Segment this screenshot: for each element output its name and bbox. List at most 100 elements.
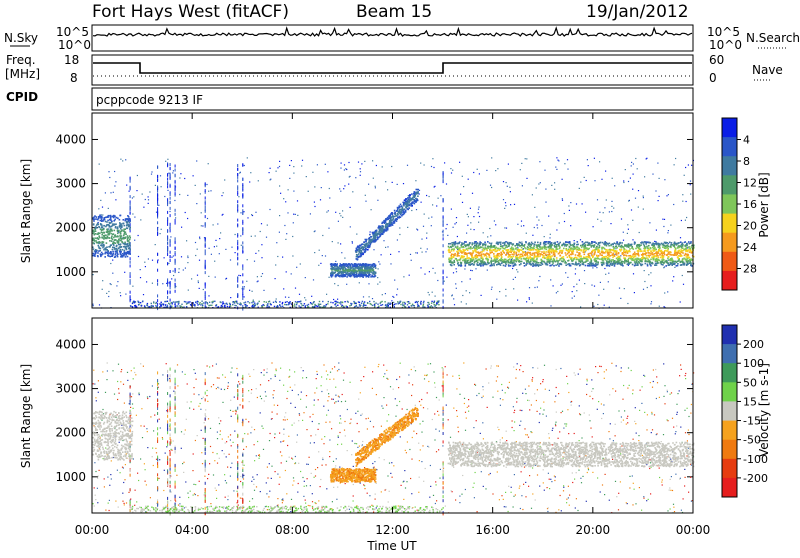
echo-point <box>546 263 548 265</box>
scatter-point <box>221 195 222 196</box>
streak-point <box>175 181 176 184</box>
ground-point <box>209 302 210 303</box>
scatter-point <box>348 184 349 185</box>
scatter-point <box>263 290 264 291</box>
scatter-point <box>352 191 353 192</box>
echo-point <box>585 250 587 252</box>
scatter-point <box>241 245 242 246</box>
echo-point <box>654 245 656 247</box>
streak-point <box>157 175 158 178</box>
echo-point <box>569 263 571 265</box>
echo-point <box>505 262 507 264</box>
ground-point <box>356 306 357 307</box>
streak-point <box>170 214 171 217</box>
echo-point <box>624 262 626 264</box>
scatter-point <box>197 303 198 304</box>
echo-point <box>453 248 455 250</box>
echo-point <box>511 254 513 256</box>
noise-tick-low: 10^0 <box>58 38 91 52</box>
ground-point <box>397 301 398 302</box>
streak-point <box>237 164 238 167</box>
echo-point <box>408 202 410 204</box>
echo-point <box>534 264 536 266</box>
scatter-point <box>173 275 174 276</box>
scatter-point <box>604 207 605 208</box>
scatter-point <box>521 163 522 164</box>
streak-point <box>170 299 171 302</box>
scatter-point <box>399 234 400 235</box>
echo-point <box>351 263 353 265</box>
scatter-point <box>279 215 280 216</box>
ground-point <box>197 301 198 302</box>
echo-point <box>599 245 601 247</box>
echo-point <box>575 254 577 256</box>
scatter-point <box>102 280 103 281</box>
echo-point <box>375 233 377 235</box>
scatter-point <box>173 170 174 171</box>
echo-point <box>94 234 96 236</box>
scatter-point <box>252 215 253 216</box>
echo-point <box>116 240 118 242</box>
streak-point <box>167 284 168 287</box>
echo-point <box>101 252 103 254</box>
streak-point <box>167 247 168 250</box>
echo-point <box>627 252 629 254</box>
scatter-point <box>517 224 518 225</box>
streak-point <box>157 207 158 210</box>
ground-point <box>259 301 260 302</box>
scatter-point <box>615 248 616 249</box>
echo-point <box>398 211 400 213</box>
scatter-point <box>329 188 330 189</box>
scatter-point <box>93 305 94 306</box>
scatter-point <box>455 283 456 284</box>
scatter-point <box>165 161 166 162</box>
streak-point <box>242 188 243 191</box>
scatter-point <box>534 287 535 288</box>
scatter-point <box>580 239 581 240</box>
scatter-point <box>110 263 111 264</box>
echo-point <box>508 249 510 251</box>
streak-point <box>237 240 238 243</box>
echo-point <box>467 257 469 259</box>
scatter-point <box>454 304 455 305</box>
echo-point <box>405 206 407 208</box>
scatter-point <box>247 217 248 218</box>
scatter-point <box>335 261 336 262</box>
scatter-point <box>548 216 549 217</box>
ground-point <box>254 303 255 304</box>
scatter-point <box>540 182 541 183</box>
ground-point <box>317 306 318 307</box>
echo-point <box>611 264 613 266</box>
echo-point <box>129 242 131 244</box>
streak-point <box>237 223 238 226</box>
echo-point <box>94 215 96 217</box>
echo-point <box>569 241 571 243</box>
streak-point <box>242 250 243 253</box>
echo-point <box>493 263 495 265</box>
echo-point <box>359 252 361 254</box>
scatter-point <box>132 286 133 287</box>
echo-point <box>338 273 340 275</box>
ground-point <box>339 302 340 303</box>
scatter-point <box>664 219 665 220</box>
streak-point <box>170 201 171 204</box>
date-label: 19/Jan/2012 <box>586 2 689 22</box>
echo-point <box>105 234 107 236</box>
echo-point <box>398 207 400 209</box>
scatter-point <box>381 254 382 255</box>
streak-point <box>157 194 158 197</box>
echo-point <box>598 255 600 257</box>
echo-point <box>608 245 610 247</box>
echo-point <box>126 248 128 250</box>
echo-point <box>520 263 522 265</box>
ground-point <box>382 304 383 305</box>
scatter-point <box>191 278 192 279</box>
echo-point <box>689 243 691 245</box>
echo-point <box>109 252 111 254</box>
scatter-point <box>667 232 668 233</box>
echo-point <box>115 234 117 236</box>
nave-label: Nave <box>752 63 783 77</box>
echo-point <box>505 247 507 249</box>
scatter-point <box>526 158 527 159</box>
streak-point <box>167 237 168 240</box>
